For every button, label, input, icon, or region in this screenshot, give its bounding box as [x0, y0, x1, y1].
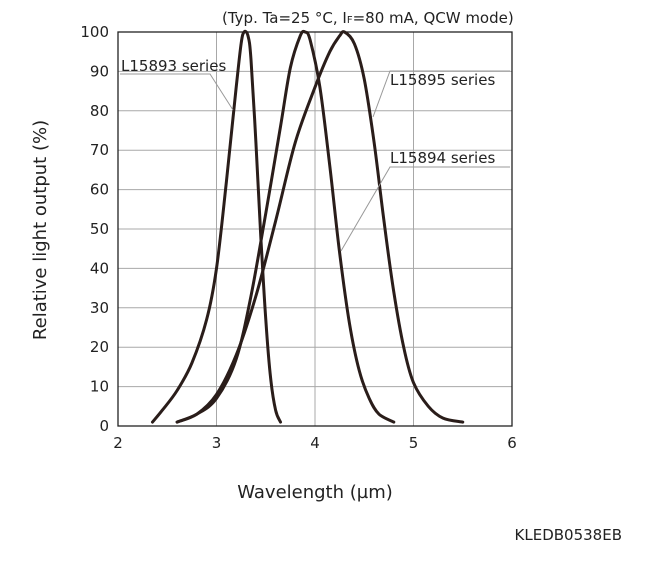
conditions-subscript: F: [347, 15, 353, 26]
leader-l15894: [340, 166, 510, 252]
y-tick-label: 30: [90, 299, 109, 317]
series-label-l15894: L15894 series: [390, 149, 495, 167]
grid: [118, 32, 512, 426]
y-tick-label: 90: [90, 62, 109, 80]
conditions-prefix: (Typ. Ta=25 °C, I: [222, 9, 347, 27]
leader-l15893: [120, 73, 234, 111]
series-label-leaders: [120, 70, 510, 252]
y-tick-label: 70: [90, 141, 109, 159]
y-tick-label: 50: [90, 220, 109, 238]
y-axis-ticks: 0 10 20 30 40 50 60 70 80 90 100: [80, 23, 109, 435]
y-tick-label: 40: [90, 259, 109, 277]
series-curve-l15893: [151, 29, 282, 424]
series-label-l15895: L15895 series: [390, 71, 495, 89]
x-tick-label: 3: [212, 434, 222, 452]
plot-frame: [117, 31, 513, 427]
y-tick-label: 10: [90, 378, 109, 396]
y-axis-title: Relative light output (%): [30, 120, 51, 340]
series-curves: [151, 29, 465, 424]
x-tick-label: 4: [310, 434, 320, 452]
x-tick-label: 6: [507, 434, 517, 452]
x-axis-ticks: 2 3 4 5 6: [113, 434, 517, 452]
x-axis-title: Wavelength (µm): [237, 482, 393, 503]
series-curve-l15895: [175, 29, 396, 424]
conditions-suffix: =80 mA, QCW mode): [353, 9, 514, 27]
y-tick-label: 20: [90, 338, 109, 356]
y-tick-label: 80: [90, 102, 109, 120]
y-tick-label: 60: [90, 181, 109, 199]
y-tick-label: 0: [99, 417, 109, 435]
document-code: KLEDB0538EB: [515, 526, 622, 544]
measurement-conditions: (Typ. Ta=25 °C, IF=80 mA, QCW mode): [222, 9, 514, 27]
y-tick-label: 100: [80, 23, 109, 41]
leader-l15895: [372, 70, 510, 118]
x-tick-label: 5: [409, 434, 419, 452]
series-label-l15893: L15893 series: [121, 57, 226, 75]
x-tick-label: 2: [113, 434, 123, 452]
